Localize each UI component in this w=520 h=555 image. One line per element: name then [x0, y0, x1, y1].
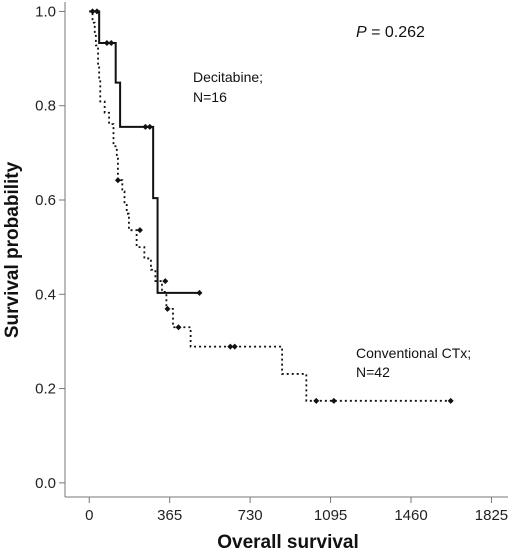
y-tick-label-1: 0.2 — [35, 381, 56, 398]
series-0-censor-6 — [196, 289, 203, 296]
series-1-censor-8 — [330, 397, 337, 404]
series-1-censor-0 — [114, 177, 121, 184]
series-0-censor-0 — [89, 8, 96, 15]
series-1-censor-9 — [447, 397, 454, 404]
series-0-censor-3 — [108, 40, 115, 47]
x-tick-label-4: 1460 — [394, 507, 427, 524]
y-tick-label-0: 0.0 — [35, 475, 56, 492]
label-ctx-line1: Conventional CTx; — [356, 345, 471, 361]
series-1-censor-2 — [162, 278, 169, 285]
series-1-censor-3 — [164, 305, 171, 312]
series-0-censor-1 — [93, 8, 100, 15]
label-decitabine-line2: N=16 — [193, 89, 227, 105]
y-axis-title: Survival probability — [2, 161, 23, 338]
series-0-line — [89, 10, 200, 294]
y-tick-label-5: 1.0 — [35, 3, 56, 20]
x-tick-label-5: 1825 — [475, 507, 508, 524]
series-1-censor-4 — [175, 324, 182, 331]
label-decitabine-line1: Decitabine; — [193, 69, 263, 85]
x-axis-title: Overall survival — [217, 532, 359, 553]
x-tick-label-3: 1095 — [314, 507, 347, 524]
series-1-censor-6 — [231, 343, 238, 350]
axis-ticks: 0 365 730 1095 1460 1825 0.0 0.2 0.4 0.6 0.8 1.0 — [35, 3, 508, 524]
series-0-censor-5 — [146, 123, 153, 130]
series-layer — [89, 8, 454, 404]
series-0-censor-4 — [142, 123, 149, 130]
p-value: P = 0.262 — [356, 24, 425, 41]
series-1-censor-1 — [136, 227, 143, 234]
x-tick-label-1: 365 — [157, 507, 182, 524]
y-tick-label-3: 0.6 — [35, 192, 56, 209]
x-tick-label-0: 0 — [85, 507, 93, 524]
series-1-line — [89, 10, 451, 402]
series-0-censor-2 — [103, 40, 110, 47]
y-tick-label-2: 0.4 — [35, 286, 56, 303]
series-1-censor-7 — [313, 397, 320, 404]
label-ctx-line2: N=42 — [356, 364, 390, 380]
x-tick-label-2: 730 — [238, 507, 263, 524]
y-tick-label-4: 0.8 — [35, 98, 56, 115]
series-1-censor-5 — [227, 343, 234, 350]
